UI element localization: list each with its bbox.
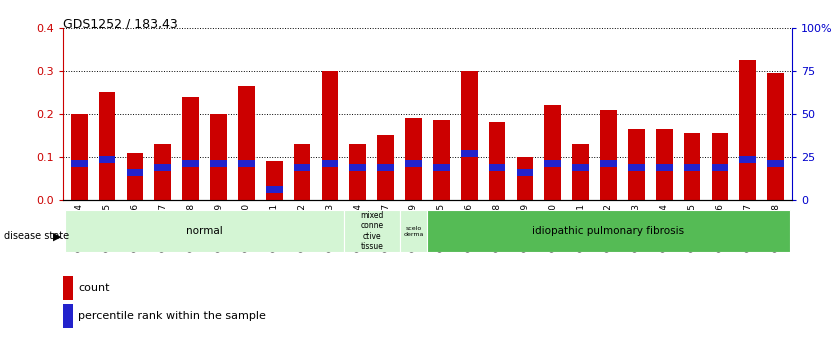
Text: percentile rank within the sample: percentile rank within the sample: [78, 311, 266, 321]
Bar: [154, 164, 171, 171]
Bar: [210, 160, 227, 167]
Bar: [767, 73, 784, 200]
Bar: [628, 129, 645, 200]
Bar: [238, 86, 254, 200]
Bar: [294, 164, 310, 171]
Bar: [405, 160, 422, 167]
Bar: [65, 210, 344, 252]
Bar: [294, 144, 310, 200]
Bar: [600, 110, 617, 200]
Bar: [572, 144, 589, 200]
Bar: [711, 164, 728, 171]
Bar: [127, 152, 143, 200]
Bar: [405, 118, 422, 200]
Bar: [433, 164, 450, 171]
Bar: [183, 160, 199, 167]
Bar: [461, 150, 478, 157]
Bar: [461, 71, 478, 200]
Bar: [71, 114, 88, 200]
Bar: [740, 60, 756, 200]
Bar: [98, 156, 115, 162]
Bar: [740, 156, 756, 162]
Bar: [516, 157, 533, 200]
Bar: [545, 160, 561, 167]
Bar: [377, 164, 394, 171]
Bar: [322, 160, 339, 167]
Bar: [238, 160, 254, 167]
Text: normal: normal: [186, 226, 223, 236]
Text: count: count: [78, 283, 110, 293]
Bar: [427, 210, 790, 252]
Bar: [489, 122, 505, 200]
Bar: [628, 164, 645, 171]
Bar: [349, 164, 366, 171]
Bar: [377, 136, 394, 200]
Bar: [98, 92, 115, 200]
Bar: [322, 71, 339, 200]
Bar: [684, 133, 701, 200]
Bar: [489, 164, 505, 171]
Bar: [516, 169, 533, 176]
Bar: [210, 114, 227, 200]
Bar: [656, 129, 672, 200]
Text: disease state: disease state: [4, 231, 69, 241]
Bar: [183, 97, 199, 200]
Text: GDS1252 / 183,43: GDS1252 / 183,43: [63, 17, 178, 30]
Text: mixed
conne
ctive
tissue: mixed conne ctive tissue: [360, 211, 384, 251]
Text: scelo
derma: scelo derma: [404, 226, 424, 237]
Bar: [154, 144, 171, 200]
Bar: [266, 186, 283, 193]
Bar: [399, 210, 427, 252]
Bar: [349, 144, 366, 200]
Bar: [572, 164, 589, 171]
Bar: [684, 164, 701, 171]
Bar: [266, 161, 283, 200]
Bar: [344, 210, 399, 252]
Bar: [433, 120, 450, 200]
Bar: [71, 160, 88, 167]
Text: ▶: ▶: [53, 231, 61, 241]
Bar: [600, 160, 617, 167]
Bar: [767, 160, 784, 167]
Bar: [545, 105, 561, 200]
Bar: [127, 169, 143, 176]
Text: idiopathic pulmonary fibrosis: idiopathic pulmonary fibrosis: [532, 226, 685, 236]
Bar: [711, 133, 728, 200]
Bar: [656, 164, 672, 171]
